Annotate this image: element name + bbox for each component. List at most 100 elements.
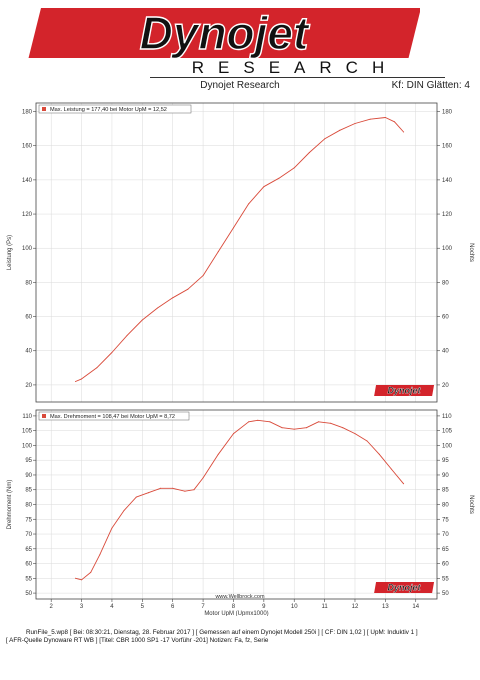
- x-tick-label: 3: [80, 604, 84, 610]
- data-point: [111, 352, 113, 353]
- legend-box: [38, 411, 190, 421]
- x-tick-label: 14: [412, 604, 419, 610]
- x-tick-label: 2: [50, 604, 54, 610]
- data-point: [193, 489, 195, 491]
- legend-marker: [42, 414, 46, 418]
- y2-tick-label: 65: [442, 547, 449, 553]
- data-point: [135, 496, 137, 498]
- plot-frame: [35, 409, 438, 600]
- y-tick-label: 50: [25, 591, 32, 597]
- y2-tick-label: 50: [442, 591, 449, 597]
- y2-tick-label: 70: [442, 532, 449, 538]
- y2-tick-label: 180: [442, 110, 453, 116]
- data-point: [160, 487, 162, 489]
- data-point: [123, 509, 125, 511]
- legend-text: Max. Drehmoment = 108,47 bei Motor UpM =…: [50, 414, 175, 420]
- data-point: [172, 487, 174, 489]
- data-point: [281, 427, 283, 429]
- data-point: [126, 334, 128, 336]
- power-chart: 20 20 40 40 60 60 80 80 100 100 120 120 140 140 160 160…: [7, 102, 474, 403]
- data-point: [354, 123, 356, 124]
- x-tick-label: 6: [171, 604, 175, 610]
- data-point: [217, 251, 219, 253]
- y-tick-label: 100: [22, 246, 33, 252]
- dynojet-badge: Dynojet: [374, 385, 435, 396]
- legend-marker: [42, 107, 46, 111]
- y2-tick-label: 75: [442, 517, 449, 523]
- x-tick-label: 4: [110, 604, 114, 610]
- x-tick-label: 11: [321, 604, 328, 610]
- x-tick-label: 12: [352, 604, 359, 610]
- runfile-info: RunFile_5.wp8 [ Bei: 08:30:21, Dienstag,…: [26, 629, 418, 636]
- y2-tick-label: 110: [442, 414, 452, 420]
- data-point: [257, 419, 259, 421]
- data-point: [293, 428, 295, 430]
- data-point: [339, 129, 341, 131]
- logo-research-text: RESEARCH: [191, 58, 399, 77]
- legend-box: [38, 104, 192, 114]
- run-notes: [ AFR-Quelle Dynoware RT WB ] [Titel: CB…: [6, 637, 269, 644]
- data-point: [308, 152, 310, 153]
- data-point: [330, 422, 332, 424]
- x-tick-label: 8: [232, 604, 236, 610]
- y2-tick-label: 95: [442, 458, 449, 464]
- y2-tick-label: 80: [442, 503, 449, 509]
- badge-background: [374, 582, 435, 593]
- data-point: [293, 167, 295, 169]
- y-axis-label: Leistung (Ps): [7, 235, 13, 270]
- data-point: [147, 492, 149, 494]
- y-axis-label: Drehmoment (Nm): [7, 480, 13, 530]
- x-tick-label: 5: [141, 604, 145, 610]
- y2-tick-label: 90: [442, 473, 449, 479]
- dynojet-badge: Dynojet: [374, 582, 435, 593]
- y-tick-label: 90: [25, 473, 32, 479]
- website-text: www.Wellbrock.com: [215, 594, 265, 600]
- data-series-line: [75, 117, 404, 382]
- legend-text: Max. Leistung = 177,40 bei Motor UpM = 1…: [50, 107, 167, 113]
- y2-tick-label: 100: [442, 246, 453, 252]
- data-point: [90, 571, 92, 573]
- y2-tick-label: 60: [442, 562, 449, 568]
- data-point: [141, 319, 143, 321]
- data-point: [99, 554, 101, 556]
- data-point: [278, 177, 280, 179]
- legend: Max. Leistung = 177,40 bei Motor UpM = 1…: [38, 104, 192, 114]
- data-point: [269, 421, 271, 423]
- dynojet-logo: Dynojet: [28, 6, 420, 60]
- y-tick-label: 65: [25, 547, 32, 553]
- logo-wordmark-text: Dynojet: [140, 7, 310, 59]
- data-point: [378, 453, 380, 455]
- y-tick-label: 180: [22, 110, 33, 116]
- y-tick-label: 60: [25, 562, 32, 568]
- data-point: [96, 367, 98, 369]
- badge-text: Dynojet: [387, 583, 421, 593]
- data-point: [75, 381, 76, 382]
- data-point: [184, 490, 186, 492]
- y2-tick-label: 20: [442, 383, 449, 389]
- data-point: [81, 579, 83, 581]
- logo-underline: [150, 77, 445, 78]
- y-tick-label: 110: [22, 414, 32, 420]
- data-point: [217, 453, 219, 455]
- data-point: [384, 117, 386, 118]
- data-point: [248, 421, 250, 423]
- y-tick-label: 75: [25, 517, 32, 523]
- y-tick-label: 140: [22, 178, 33, 184]
- correction-info: Kf: DIN Glätten: 4: [391, 80, 470, 91]
- badge-text: Dynojet: [387, 386, 421, 396]
- data-point: [233, 227, 234, 229]
- x-tick-label: 13: [382, 604, 389, 610]
- y-tick-label: 160: [22, 144, 33, 150]
- data-point: [111, 527, 113, 529]
- y2-axis-label: Nochts: [468, 495, 474, 514]
- x-tick-label: 7: [201, 604, 205, 610]
- y-tick-label: 120: [22, 212, 33, 218]
- y-tick-label: 80: [25, 503, 32, 509]
- y2-axis-label: Nochts: [468, 243, 474, 262]
- y-tick-label: 85: [25, 488, 32, 494]
- badge-background: [374, 385, 435, 396]
- data-point: [324, 138, 326, 140]
- x-tick-label: 9: [262, 604, 266, 610]
- data-point: [394, 121, 395, 123]
